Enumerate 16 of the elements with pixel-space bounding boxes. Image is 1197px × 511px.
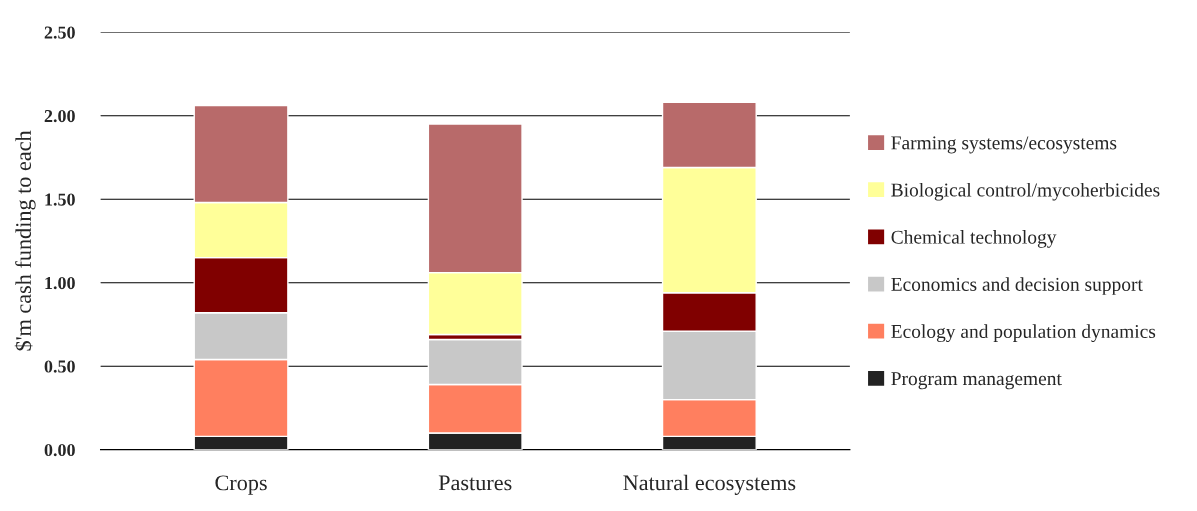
y-tick-label: 1.50: [45, 193, 75, 206]
y-tick-label: 1.00: [45, 276, 75, 290]
y-axis-title: $'m cash funding to each: [14, 130, 36, 351]
y-tick-label: 2.00: [44, 109, 75, 123]
x-tick-label: Natural ecosystems: [623, 474, 796, 495]
legend-label: Farming systems/ecosystems: [891, 136, 1117, 154]
legend-label: Chemical technology: [891, 230, 1057, 248]
y-tick-label: 2.50: [44, 26, 75, 39]
legend-label: Economics and decision support: [891, 277, 1143, 295]
legend-label: Program management: [891, 372, 1062, 390]
x-tick-label: Pastures: [438, 475, 512, 491]
y-tick-label: 0.50: [44, 360, 75, 373]
y-tick-label: 0.00: [44, 443, 75, 457]
legend-label: Ecology and population dynamics: [891, 324, 1156, 343]
legend-label: Biological control/mycoherbicides: [891, 182, 1160, 201]
x-tick-label: Crops: [215, 475, 267, 495]
